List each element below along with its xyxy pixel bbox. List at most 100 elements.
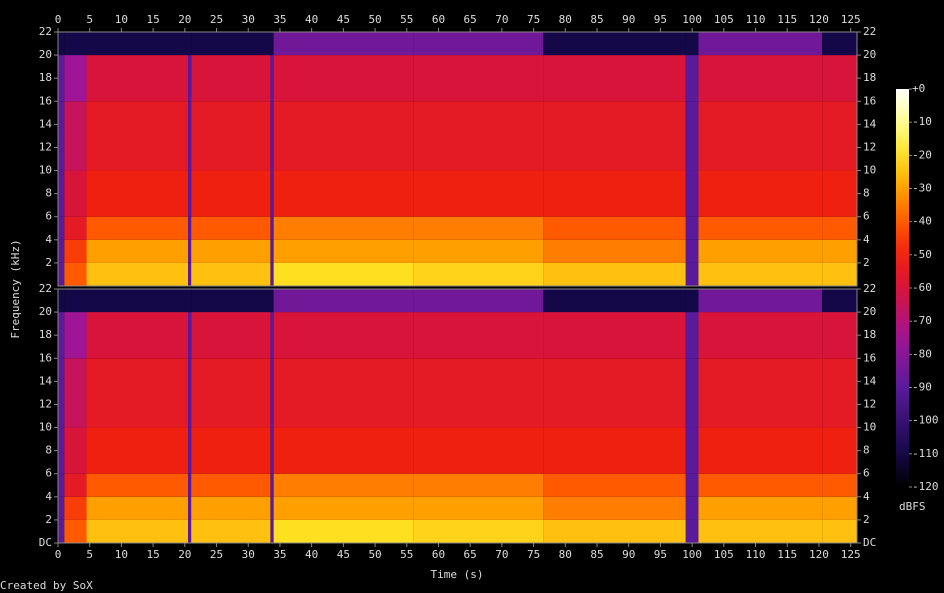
cell: [58, 496, 65, 520]
cell: [822, 289, 857, 313]
cell: [273, 170, 414, 217]
cell: [64, 262, 87, 286]
cell: [58, 239, 65, 263]
x-tick-label: 65: [464, 13, 477, 26]
cell: [58, 289, 65, 313]
cell: [543, 519, 686, 543]
cell: [191, 427, 271, 474]
cell: [413, 216, 544, 240]
cell: [187, 32, 192, 56]
y-tick-label: 8: [45, 187, 52, 200]
x-tick-label: 95: [654, 13, 667, 26]
cell: [698, 101, 823, 171]
cell: [64, 55, 87, 102]
cell: [413, 473, 544, 497]
x-tick-label: 65: [464, 548, 477, 561]
x-tick-label: 10: [115, 13, 128, 26]
cell: [685, 519, 699, 543]
y-tick-label: 12: [863, 397, 876, 410]
x-tick-label: 20: [178, 548, 191, 561]
colorbar: [896, 89, 909, 487]
x-tick-label: 60: [432, 13, 445, 26]
colorbar-label: dBFS: [899, 500, 926, 513]
y-tick-label: 6: [45, 210, 52, 223]
cell: [58, 101, 65, 171]
colorbar-tick-label: -90: [912, 381, 932, 394]
y-tick-label: 20: [863, 305, 876, 318]
cell: [191, 289, 271, 313]
cell: [58, 170, 65, 217]
colorbar-tick-label: -70: [912, 314, 932, 327]
cell: [86, 312, 188, 359]
x-tick-label: 40: [305, 548, 318, 561]
cell: [191, 496, 271, 520]
x-tick-label: 30: [242, 13, 255, 26]
y-tick-label: 22: [863, 25, 876, 38]
cell: [543, 32, 686, 56]
x-tick-label: 95: [654, 548, 667, 561]
x-tick-label: 45: [337, 13, 350, 26]
colorbar-tick-label: -50: [912, 248, 932, 261]
x-tick-label: 110: [746, 548, 766, 561]
cell: [685, 473, 699, 497]
cell: [187, 55, 192, 102]
cell: [543, 358, 686, 428]
cell: [187, 239, 192, 263]
colorbar-tick-label: -120: [912, 480, 939, 493]
y-tick-label: 22: [39, 25, 52, 38]
x-tick-label: 115: [777, 13, 797, 26]
y-tick-label: 16: [39, 351, 52, 364]
cell: [685, 358, 699, 428]
y-tick-label: DC: [39, 536, 52, 549]
cell: [543, 312, 686, 359]
cell: [543, 239, 686, 263]
cell: [86, 55, 188, 102]
colorbar-tick-label: -10: [912, 115, 932, 128]
y-tick-label: 10: [863, 164, 876, 177]
y-tick-label: 4: [45, 490, 52, 503]
x-tick-label: 115: [777, 548, 797, 561]
x-tick-label: 90: [622, 548, 635, 561]
x-tick-label: 35: [273, 548, 286, 561]
cell: [86, 216, 188, 240]
cell: [698, 519, 823, 543]
x-tick-label: 30: [242, 548, 255, 561]
cell: [543, 496, 686, 520]
y-tick-label: 4: [863, 490, 870, 503]
plot-border: [57, 288, 858, 544]
x-tick-label: 20: [178, 13, 191, 26]
cell: [543, 473, 686, 497]
cell: [64, 358, 87, 428]
cell: [64, 170, 87, 217]
x-tick-label: 5: [86, 548, 93, 561]
x-tick-label: 85: [590, 13, 603, 26]
cell: [273, 496, 414, 520]
cell: [86, 239, 188, 263]
y-tick-label: 22: [863, 282, 876, 295]
cell: [273, 239, 414, 263]
cell: [413, 496, 544, 520]
cell: [270, 427, 274, 474]
cell: [273, 262, 414, 286]
cell: [191, 312, 271, 359]
cell: [86, 473, 188, 497]
x-tick-label: 125: [841, 13, 861, 26]
cell: [64, 519, 87, 543]
cell: [187, 170, 192, 217]
cell: [191, 55, 271, 102]
x-tick-label: 25: [210, 13, 223, 26]
cell: [273, 427, 414, 474]
cell: [698, 239, 823, 263]
y-tick-label: 10: [39, 164, 52, 177]
footer: Created by SoX: [0, 579, 93, 592]
cell: [273, 101, 414, 171]
x-tick-label: 120: [809, 13, 829, 26]
y-tick-label: 14: [39, 374, 53, 387]
cell: [191, 170, 271, 217]
cell: [58, 216, 65, 240]
x-axis-label: Time (s): [431, 568, 484, 581]
cell: [58, 262, 65, 286]
cell: [698, 473, 823, 497]
y-tick-label: 22: [39, 282, 52, 295]
cell: [273, 55, 414, 102]
